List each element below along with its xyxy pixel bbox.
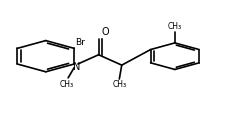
Text: N: N <box>73 62 80 72</box>
Text: O: O <box>101 27 109 37</box>
Text: CH₃: CH₃ <box>60 80 74 89</box>
Text: CH₃: CH₃ <box>112 80 126 89</box>
Text: CH₃: CH₃ <box>168 22 182 31</box>
Text: Br: Br <box>75 38 85 47</box>
